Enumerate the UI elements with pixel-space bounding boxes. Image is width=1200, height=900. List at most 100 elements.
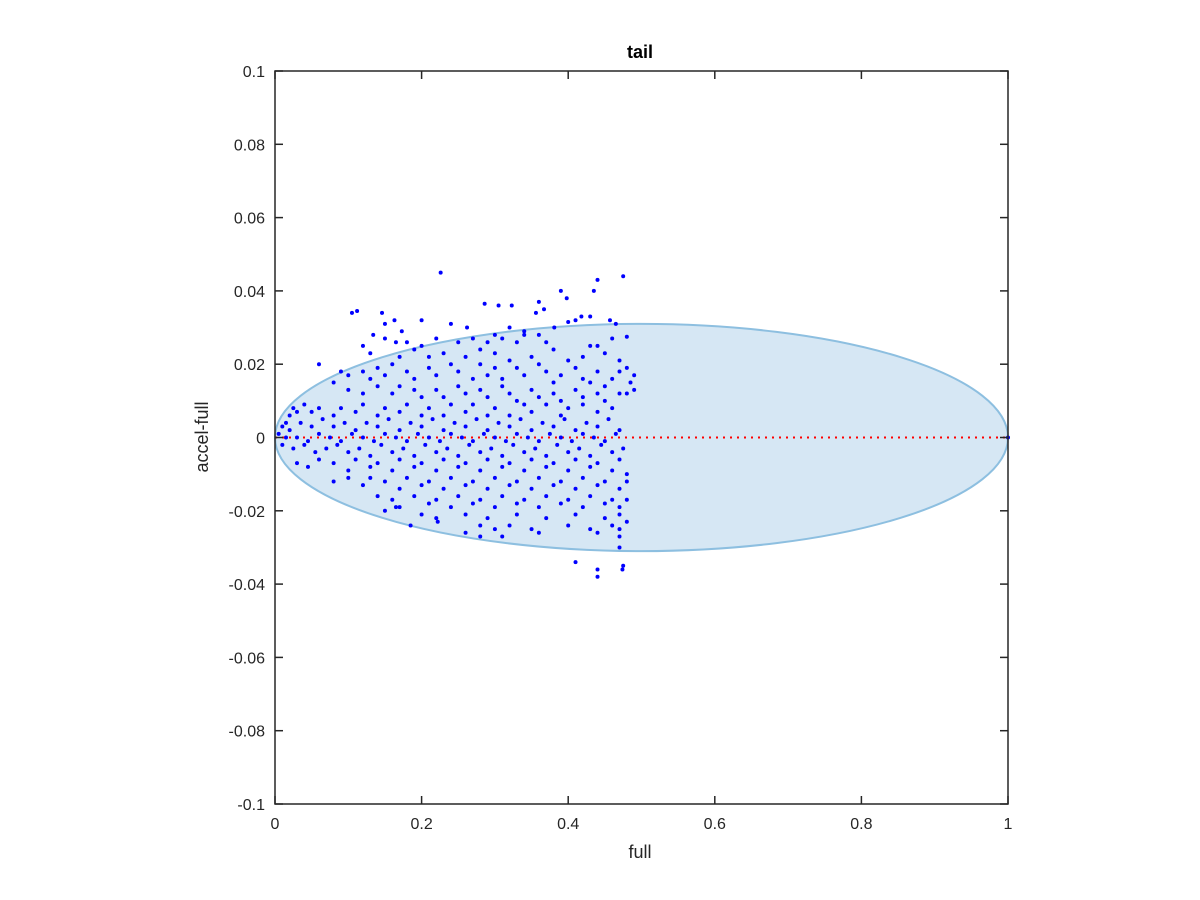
y-tick-label: 0.02 [234,357,265,374]
data-point [408,420,413,425]
data-point [551,424,556,429]
data-point [507,523,512,528]
data-point [588,343,593,348]
data-point [478,387,483,392]
data-point [426,501,431,506]
data-point [331,479,336,484]
data-point [610,523,615,528]
data-point [390,391,395,396]
y-axis: 0.1 0.08 0.06 0.04 0.02 0 -0.02 -0.04 -0.06 -0.08… [229,64,1008,814]
data-point [529,428,534,433]
data-point [353,428,358,433]
x-tick-label: 0.4 [557,816,579,833]
data-point [441,395,446,400]
data-point [595,530,600,535]
data-point [438,270,443,275]
data-point [368,464,373,469]
data-point [533,446,538,451]
data-point [346,373,351,378]
y-tick-label: -0.02 [229,504,266,521]
data-point [492,351,497,356]
data-point [496,420,501,425]
data-point [360,435,365,440]
data-point [555,442,560,447]
data-point [305,439,310,444]
data-point [294,435,299,440]
y-tick-label: -0.06 [229,650,266,667]
data-point [434,468,439,473]
data-point [463,512,468,517]
data-point [485,486,490,491]
data-point [522,332,527,337]
x-tick-label: 0.2 [410,816,432,833]
data-point [463,424,468,429]
y-tick-label: 0.08 [234,137,265,154]
data-point [382,373,387,378]
x-axis: 0 0.2 0.4 0.6 0.8 1 [271,71,1013,833]
data-point [338,406,343,411]
data-point [371,439,376,444]
data-point [514,365,519,370]
data-point [448,402,453,407]
data-point [529,409,534,414]
data-point [408,523,413,528]
data-point [485,457,490,462]
data-point [470,402,475,407]
data-point [371,332,376,337]
data-point [514,512,519,517]
data-point [547,431,552,436]
data-point [386,417,391,422]
data-point [397,409,402,414]
data-point [485,516,490,521]
data-point [573,428,578,433]
data-point [544,369,549,374]
data-point [434,516,439,521]
data-point [419,343,424,348]
data-point [617,486,622,491]
data-point [346,387,351,392]
data-point [500,384,505,389]
data-point [283,420,288,425]
data-point [628,380,633,385]
data-point [551,461,556,466]
data-point [569,439,574,444]
data-point [390,362,395,367]
data-point [595,567,600,572]
data-point [507,483,512,488]
data-point [573,387,578,392]
data-point [448,431,453,436]
data-point [360,483,365,488]
data-point [492,527,497,532]
data-point [397,505,402,510]
data-point [393,435,398,440]
data-point [441,486,446,491]
data-point [448,362,453,367]
data-point [624,472,629,477]
data-point [558,398,563,403]
data-point [610,406,615,411]
data-point [346,475,351,480]
data-point [588,527,593,532]
data-point [419,461,424,466]
data-point [320,417,325,422]
data-point [544,516,549,521]
data-point [602,398,607,403]
data-point [522,373,527,378]
data-point [390,468,395,473]
data-point [577,446,582,451]
data-point [349,431,354,436]
data-point [610,468,615,473]
data-point [566,320,571,325]
data-point [342,420,347,425]
data-point [580,354,585,359]
data-point [382,336,387,341]
data-point [595,461,600,466]
data-point [536,439,541,444]
data-point [584,420,589,425]
data-point [419,413,424,418]
data-point [434,387,439,392]
data-point [368,351,373,356]
data-point [500,464,505,469]
data-point [514,340,519,345]
data-point [489,446,494,451]
